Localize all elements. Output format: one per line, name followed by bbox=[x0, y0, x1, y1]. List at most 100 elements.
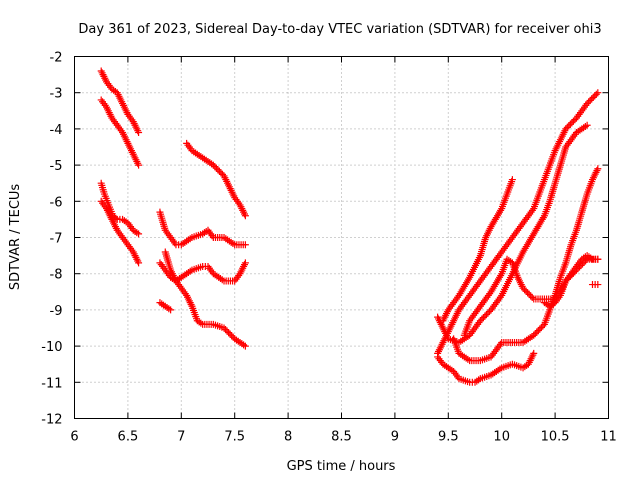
data-point bbox=[241, 212, 249, 220]
x-axis-tick-labels: 6 6.5 7 7.5 8 8.5 9 9.5 10 10.5 11 bbox=[70, 430, 616, 445]
x-tick-label: 7 bbox=[177, 430, 185, 445]
y-tick-label: -5 bbox=[50, 159, 63, 174]
y-tick-label: -6 bbox=[50, 195, 63, 210]
data-point bbox=[211, 163, 219, 171]
data-point bbox=[537, 323, 545, 331]
data-point bbox=[220, 324, 228, 332]
data-point bbox=[112, 214, 120, 222]
data-point bbox=[594, 89, 602, 97]
series-s2 bbox=[97, 96, 143, 169]
data-point bbox=[522, 287, 530, 295]
data-point bbox=[585, 98, 593, 106]
data-point bbox=[594, 255, 602, 263]
data-point bbox=[524, 289, 532, 297]
data-point bbox=[563, 123, 571, 131]
data-point bbox=[519, 284, 527, 292]
x-tick-label: 11 bbox=[600, 430, 617, 445]
x-tick-label: 8 bbox=[284, 430, 292, 445]
y-axis-tick-labels: -2 -3 -4 -5 -6 -7 -8 -9 -10 -11 -12 bbox=[41, 51, 62, 428]
series-s8 bbox=[161, 248, 249, 350]
y-tick-label: -2 bbox=[50, 51, 63, 66]
series-s10 bbox=[434, 89, 602, 357]
data-point bbox=[536, 325, 544, 333]
y-tick-label: -7 bbox=[50, 232, 63, 247]
data-point bbox=[525, 290, 533, 298]
data-point bbox=[531, 330, 539, 338]
series-s6 bbox=[156, 259, 249, 285]
y-tick-label: -11 bbox=[41, 376, 62, 391]
data-point bbox=[225, 329, 233, 337]
data-point bbox=[562, 125, 570, 133]
x-tick-label: 10.5 bbox=[541, 430, 570, 445]
series-s5 bbox=[156, 208, 249, 249]
series-s15 bbox=[460, 255, 602, 339]
y-tick-label: -9 bbox=[50, 304, 63, 319]
series-s4 bbox=[97, 197, 143, 267]
data-point bbox=[479, 314, 487, 322]
data-point bbox=[135, 259, 143, 267]
data-point bbox=[482, 311, 490, 319]
data-point bbox=[521, 286, 529, 294]
data-point bbox=[592, 90, 600, 98]
x-axis-title: GPS time / hours bbox=[287, 459, 396, 474]
y-tick-label: -3 bbox=[50, 87, 63, 102]
data-point bbox=[228, 332, 236, 340]
data-point bbox=[530, 349, 538, 357]
data-point bbox=[569, 117, 577, 125]
data-point bbox=[594, 165, 602, 173]
y-tick-label: -8 bbox=[50, 268, 63, 283]
series-s11 bbox=[439, 176, 516, 325]
data-point bbox=[530, 331, 538, 339]
data-point bbox=[167, 306, 175, 314]
data-point bbox=[566, 120, 574, 128]
data-point bbox=[528, 293, 536, 301]
data-point bbox=[527, 292, 535, 300]
series-s7 bbox=[156, 299, 175, 314]
x-tick-label: 6 bbox=[70, 430, 78, 445]
data-point bbox=[484, 309, 492, 317]
data-point bbox=[135, 161, 143, 169]
data-point bbox=[478, 315, 486, 323]
data-point bbox=[589, 93, 597, 101]
series-s13 bbox=[434, 349, 538, 386]
x-tick-label: 8.5 bbox=[331, 430, 352, 445]
data-point bbox=[241, 342, 249, 350]
data-point bbox=[135, 230, 143, 238]
y-axis-title: SDTVAR / TECUs bbox=[8, 184, 23, 291]
series-s16 bbox=[540, 252, 602, 310]
series-s14 bbox=[450, 165, 602, 365]
data-point bbox=[476, 317, 484, 325]
series-s3 bbox=[97, 179, 143, 238]
data-point bbox=[226, 330, 234, 338]
data-point bbox=[534, 327, 542, 335]
data-point bbox=[583, 121, 591, 129]
data-point bbox=[209, 161, 217, 169]
series-s12 bbox=[434, 121, 591, 346]
x-tick-label: 9 bbox=[391, 430, 399, 445]
data-point bbox=[223, 327, 231, 335]
series-s17 bbox=[588, 281, 602, 289]
data-point bbox=[591, 92, 599, 100]
chart-title: Day 361 of 2023, Sidereal Day-to-day VTE… bbox=[78, 22, 601, 37]
data-point bbox=[212, 164, 220, 172]
data-point bbox=[222, 326, 230, 334]
data-point bbox=[481, 312, 489, 320]
series-s1 bbox=[97, 67, 143, 137]
data-point bbox=[568, 119, 576, 127]
data-point bbox=[594, 281, 602, 289]
x-tick-label: 7.5 bbox=[224, 430, 245, 445]
data-point bbox=[214, 166, 222, 174]
data-point bbox=[539, 322, 547, 330]
y-tick-label: -10 bbox=[41, 340, 62, 355]
x-tick-label: 6.5 bbox=[118, 430, 139, 445]
series-s9 bbox=[183, 139, 249, 220]
data-point bbox=[241, 241, 249, 249]
data-point bbox=[565, 122, 573, 130]
data-point bbox=[586, 96, 594, 104]
data-point bbox=[508, 176, 516, 184]
data-point bbox=[533, 328, 541, 336]
y-tick-label: -12 bbox=[41, 413, 62, 428]
data-point bbox=[215, 167, 223, 175]
data-point bbox=[217, 169, 225, 177]
x-tick-label: 10 bbox=[493, 430, 510, 445]
